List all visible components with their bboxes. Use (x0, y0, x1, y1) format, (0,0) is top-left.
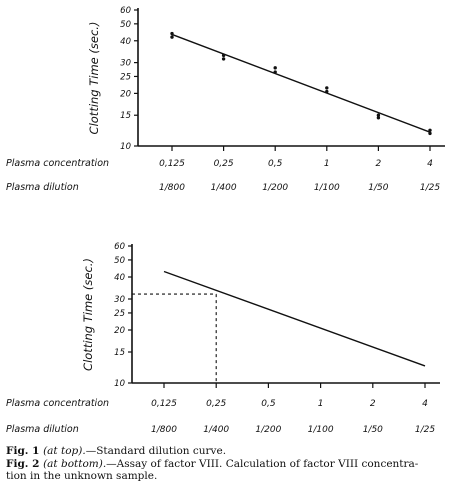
data-point (273, 70, 277, 74)
x-tick-label: 0,5 (261, 399, 276, 409)
caption-fig2: Fig. 2 (at bottom).—Assay of factor VIII… (6, 458, 418, 470)
dilution-label: 1/800 (151, 425, 177, 435)
y-tick-label: 30 (120, 59, 131, 69)
y-tick-label: 40 (114, 273, 125, 283)
caption-fig2-continued: tion in the unknown sample. (6, 470, 158, 482)
dilution-label: 1/25 (415, 425, 435, 435)
caption-fig2-prefix: Fig. 2 (6, 458, 44, 470)
y-axis-label: Clotting Time (sec.) (87, 22, 101, 135)
y-tick-label: 50 (114, 256, 125, 266)
x-tick-label: 0,5 (268, 159, 283, 169)
data-point (376, 116, 381, 120)
data-point (170, 31, 174, 36)
caption-fig2-note: (at bottom). (43, 458, 107, 470)
caption-fig1-note: (at top). (43, 445, 86, 457)
data-point (428, 131, 432, 136)
y-tick-label: 30 (114, 295, 125, 305)
x-tick-label: 0,25 (206, 399, 226, 409)
data-point (170, 35, 174, 39)
y-tick-label: 25 (120, 72, 131, 82)
chart-factor-viii-assay: 10 15 20 25 30 40 50 60 Clotting Time (sec.) 0,12… (6, 242, 440, 435)
y-axis-label: Clotting Time (sec.) (81, 258, 95, 371)
chart-standard-dilution: 10 15 20 25 30 40 50 60 Clotting Time (sec.) 0,12… (6, 6, 445, 193)
category-row-title: Plasma concentration (6, 398, 109, 409)
x-tick-label: 4 (427, 159, 433, 169)
x-tick-label: 1 (318, 399, 324, 409)
y-tick-label: 60 (120, 6, 131, 16)
dilution-label: 1/200 (262, 183, 288, 193)
caption-fig2-text: —Assay of factor VIII. Calculation of fa… (106, 458, 419, 470)
data-point (273, 66, 277, 70)
dilution-label: 1/50 (363, 425, 383, 435)
data-point (376, 113, 381, 117)
data-point (221, 57, 226, 61)
caption-fig1: Fig. 1 (at top).—Standard dilution curve… (6, 445, 226, 457)
x-tick-label: 2 (370, 399, 376, 409)
data-point (325, 86, 329, 90)
caption-fig1-text: —Standard dilution curve. (85, 445, 227, 457)
dilution-label: 1/25 (420, 183, 440, 193)
y-tick-label: 15 (120, 111, 131, 121)
dilution-row-title: Plasma dilution (6, 424, 79, 435)
x-tick-label: 0,25 (214, 159, 234, 169)
x-tick-label: 1 (324, 159, 330, 169)
y-tick-label: 50 (120, 20, 131, 30)
data-point (325, 89, 329, 94)
y-tick-label: 10 (120, 142, 131, 152)
data-point (428, 128, 432, 132)
x-tick-label: 4 (422, 399, 428, 409)
dilution-label: 1/400 (211, 183, 237, 193)
caption-fig1-prefix: Fig. 1 (6, 445, 44, 457)
y-tick-label: 20 (120, 89, 131, 99)
y-tick-label: 20 (114, 326, 125, 336)
fit-line (163, 270, 426, 367)
dilution-label: 1/100 (308, 425, 334, 435)
x-tick-label: 0,125 (159, 159, 185, 169)
y-tick-label: 40 (120, 37, 131, 47)
dilution-row-title: Plasma dilution (6, 182, 79, 193)
y-tick-label: 60 (114, 242, 125, 252)
y-tick-label: 10 (114, 379, 125, 389)
dilution-label: 1/400 (203, 425, 229, 435)
x-tick-label: 2 (376, 159, 382, 169)
y-tick-label: 25 (114, 309, 125, 319)
data-point (221, 53, 226, 58)
fit-line (171, 33, 431, 133)
dilution-label: 1/50 (368, 183, 388, 193)
dilution-label: 1/800 (159, 183, 185, 193)
category-row-title: Plasma concentration (6, 158, 109, 169)
dilution-label: 1/200 (255, 425, 281, 435)
y-tick-label: 15 (114, 348, 125, 358)
dilution-label: 1/100 (314, 183, 340, 193)
x-tick-label: 0,125 (151, 399, 177, 409)
